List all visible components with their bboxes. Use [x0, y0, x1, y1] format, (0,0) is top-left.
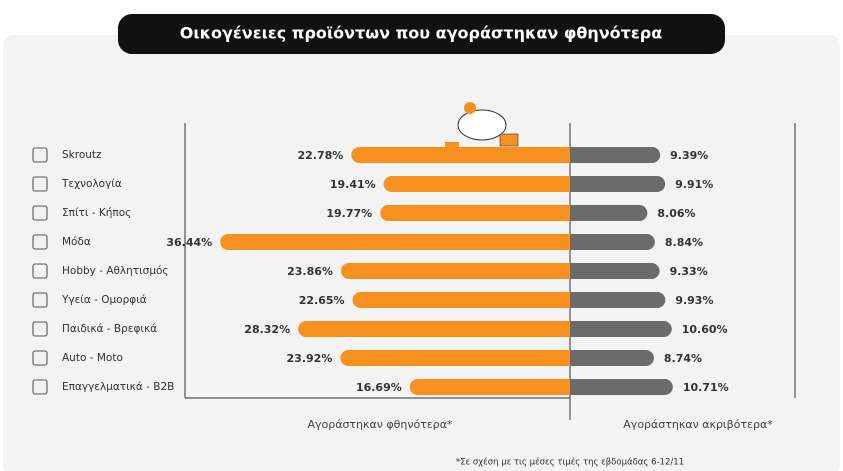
category-icon [32, 234, 48, 250]
bar [570, 176, 666, 192]
category-icon [32, 147, 48, 163]
category-label: Τεχνολογία [61, 178, 122, 190]
bar-join [570, 292, 578, 308]
bar-join [570, 234, 578, 250]
bar-join [570, 379, 578, 395]
category-label: Hobby - Αθλητισμός [62, 265, 169, 277]
value-label: 9.93% [675, 294, 713, 307]
bar-join [570, 205, 578, 221]
category-icon [32, 176, 48, 192]
bar-join [562, 176, 570, 192]
left-axis-label: Αγοράστηκαν φθηνότερα* [307, 418, 453, 431]
category-label: Παιδικά - Βρεφικά [62, 323, 157, 335]
bar-join [570, 147, 578, 163]
bar-join [562, 263, 570, 279]
value-label: 10.60% [682, 323, 728, 336]
bar-join [570, 263, 578, 279]
value-label: 23.86% [287, 265, 333, 278]
bar [570, 234, 655, 250]
value-label: 23.92% [287, 352, 333, 365]
category-label: Υγεία - Ομορφιά [61, 294, 147, 306]
category-icon [32, 292, 48, 308]
bar-join [562, 205, 570, 221]
bar-join [570, 350, 578, 366]
value-label: 19.77% [326, 207, 372, 220]
value-label: 9.39% [670, 149, 708, 162]
bar [570, 379, 673, 395]
value-label: 8.74% [664, 352, 702, 365]
bar-join [562, 292, 570, 308]
category-label: Επαγγελματικά - B2B [62, 381, 174, 393]
value-label: 28.32% [244, 323, 290, 336]
bar [220, 234, 570, 250]
value-label: 19.41% [330, 178, 376, 191]
bar [351, 147, 570, 163]
bar [570, 205, 648, 221]
category-label: Skroutz [62, 149, 102, 161]
footnote: *Σε σχέση με τις μέσες τιμές της εβδομάδ… [456, 457, 684, 468]
value-label: 36.44% [166, 236, 212, 249]
bar [570, 350, 654, 366]
bar-join [562, 321, 570, 337]
bar [340, 350, 570, 366]
value-label: 9.91% [675, 178, 713, 191]
bar [383, 176, 570, 192]
value-label: 9.33% [670, 265, 708, 278]
value-label: 8.84% [665, 236, 703, 249]
bar [570, 263, 660, 279]
title-pill [118, 14, 725, 54]
value-label: 22.78% [297, 149, 343, 162]
bar [409, 379, 570, 395]
bar [570, 147, 661, 163]
value-label: 16.69% [356, 381, 402, 394]
icons [32, 147, 48, 395]
bar [340, 263, 570, 279]
chart-title: Οικογένειες προϊόντων που αγοράστηκαν φθ… [180, 24, 662, 43]
bar [570, 321, 672, 337]
category-icon [32, 263, 48, 279]
category-label: Σπίτι - Κήπος [62, 207, 131, 219]
bar-join [562, 350, 570, 366]
bar-join [562, 147, 570, 163]
bar [298, 321, 570, 337]
piggy [445, 102, 519, 147]
bar-join [562, 234, 570, 250]
category-icon [32, 321, 48, 337]
bar-join [570, 176, 578, 192]
category-icon [32, 205, 48, 221]
bar [570, 292, 666, 308]
right-axis-label: Αγοράστηκαν ακριβότερα* [623, 418, 773, 431]
category-icon [32, 350, 48, 366]
value-label: 8.06% [657, 207, 695, 220]
value-label: 22.65% [299, 294, 345, 307]
panel [3, 35, 840, 471]
value-label: 10.71% [683, 381, 729, 394]
bar [352, 292, 570, 308]
bar-join [570, 321, 578, 337]
bar-join [562, 379, 570, 395]
bar [380, 205, 570, 221]
category-icon [32, 379, 48, 395]
category-label: Auto - Moto [62, 352, 123, 364]
category-label: Μόδα [62, 236, 91, 248]
